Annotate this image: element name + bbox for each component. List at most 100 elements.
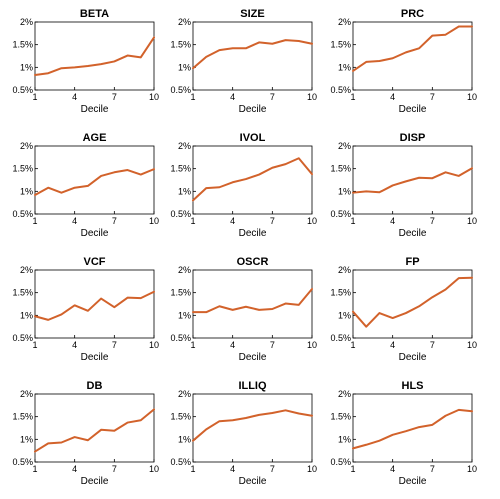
plot-frame (192, 21, 313, 91)
chart-title: BETA (80, 8, 109, 20)
y-tick-label: 0.5% (330, 85, 351, 95)
x-tick-label: 7 (430, 92, 435, 102)
y-tick-label: 2% (338, 389, 351, 399)
x-tick-label: 10 (467, 92, 477, 102)
plot-frame (34, 269, 155, 339)
x-tick-label: 1 (32, 92, 37, 102)
y-tick-label: 1% (20, 186, 33, 196)
x-axis-label: Decile (239, 104, 267, 115)
x-tick-label: 10 (467, 216, 477, 226)
plot-frame (192, 269, 313, 339)
chart-size: SIZE 0.5% 1% 1.5% 2% 1 4 7 10 Decile (170, 8, 317, 115)
x-axis-label: Decile (399, 104, 427, 115)
y-tick-label: 1% (178, 310, 191, 320)
x-tick-label: 10 (149, 340, 159, 350)
y-tick-label: 1% (20, 434, 33, 444)
x-axis-label: Decile (239, 476, 267, 487)
x-tick-label: 1 (32, 216, 37, 226)
chart-ivol: IVOL 0.5% 1% 1.5% 2% 1 4 7 10 Decile (170, 132, 317, 239)
x-tick-label: 1 (190, 216, 195, 226)
y-tick-label: 0.5% (330, 457, 351, 467)
chart-title: ILLIQ (238, 380, 267, 392)
series-line (34, 290, 155, 321)
x-tick-label: 1 (190, 92, 195, 102)
y-tick-label: 1% (178, 186, 191, 196)
chart-fp: FP 0.5% 1% 1.5% 2% 1 4 7 10 Decile (330, 256, 477, 363)
chart-title: DB (87, 380, 103, 392)
chart-beta: BETA 0.5% 1% 1.5% 2% 1 4 7 10 Decile (12, 8, 159, 115)
y-tick-label: 1.5% (330, 288, 351, 298)
y-tick-label: 0.5% (170, 333, 191, 343)
y-tick-label: 0.5% (330, 333, 351, 343)
chart-title: AGE (83, 132, 107, 144)
chart-title: PRC (401, 8, 424, 20)
plot-frame (34, 21, 155, 91)
x-tick-label: 1 (32, 340, 37, 350)
y-tick-label: 1% (20, 310, 33, 320)
y-tick-label: 1.5% (12, 40, 33, 50)
chart-disp: DISP 0.5% 1% 1.5% 2% 1 4 7 10 Decile (330, 132, 477, 239)
x-tick-label: 10 (149, 92, 159, 102)
x-axis-label: Decile (81, 228, 109, 239)
x-tick-label: 1 (190, 464, 195, 474)
plot-frame (352, 393, 473, 463)
x-tick-label: 10 (307, 340, 317, 350)
y-tick-label: 1% (178, 62, 191, 72)
x-tick-label: 7 (430, 340, 435, 350)
series-line (192, 409, 313, 442)
plot-frame (352, 269, 473, 339)
y-tick-label: 2% (338, 265, 351, 275)
x-tick-label: 10 (307, 216, 317, 226)
chart-age: AGE 0.5% 1% 1.5% 2% 1 4 7 10 Decile (12, 132, 159, 239)
series-line (192, 157, 313, 202)
x-tick-label: 4 (72, 216, 77, 226)
x-tick-label: 10 (149, 464, 159, 474)
y-tick-label: 2% (178, 141, 191, 151)
y-tick-label: 2% (178, 389, 191, 399)
y-tick-label: 2% (20, 265, 33, 275)
plot-frame (192, 145, 313, 215)
y-tick-label: 2% (20, 17, 33, 27)
y-tick-label: 2% (20, 141, 33, 151)
y-tick-label: 0.5% (330, 209, 351, 219)
x-axis-label: Decile (81, 352, 109, 363)
x-axis-label: Decile (399, 352, 427, 363)
chart-title: DISP (400, 132, 426, 144)
series-line (192, 39, 313, 70)
x-tick-label: 7 (112, 340, 117, 350)
series-line (192, 288, 313, 314)
series-line (352, 167, 473, 194)
series-line (352, 276, 473, 328)
x-tick-label: 10 (149, 216, 159, 226)
x-tick-label: 4 (230, 340, 235, 350)
series-line (34, 36, 155, 77)
chart-title: SIZE (240, 8, 264, 20)
y-tick-label: 0.5% (170, 85, 191, 95)
y-tick-label: 2% (178, 265, 191, 275)
x-tick-label: 7 (270, 464, 275, 474)
chart-hls: HLS 0.5% 1% 1.5% 2% 1 4 7 10 Decile (330, 380, 477, 487)
plot-frame (34, 393, 155, 463)
x-axis-label: Decile (81, 476, 109, 487)
x-tick-label: 1 (350, 92, 355, 102)
x-tick-label: 10 (467, 464, 477, 474)
x-tick-label: 4 (72, 464, 77, 474)
y-tick-label: 2% (178, 17, 191, 27)
y-tick-label: 2% (20, 389, 33, 399)
y-tick-label: 1% (338, 186, 351, 196)
y-tick-label: 0.5% (170, 457, 191, 467)
x-axis-label: Decile (399, 476, 427, 487)
x-tick-label: 7 (430, 464, 435, 474)
y-tick-label: 2% (338, 17, 351, 27)
x-tick-label: 7 (112, 216, 117, 226)
y-tick-label: 1% (338, 62, 351, 72)
chart-title: FP (405, 256, 419, 268)
y-tick-label: 1.5% (170, 164, 191, 174)
y-tick-label: 1.5% (170, 412, 191, 422)
x-tick-label: 4 (230, 464, 235, 474)
x-tick-label: 10 (467, 340, 477, 350)
x-axis-label: Decile (399, 228, 427, 239)
chart-vcf: VCF 0.5% 1% 1.5% 2% 1 4 7 10 Decile (12, 256, 159, 363)
chart-illiq: ILLIQ 0.5% 1% 1.5% 2% 1 4 7 10 Decile (170, 380, 317, 487)
y-tick-label: 1% (20, 62, 33, 72)
